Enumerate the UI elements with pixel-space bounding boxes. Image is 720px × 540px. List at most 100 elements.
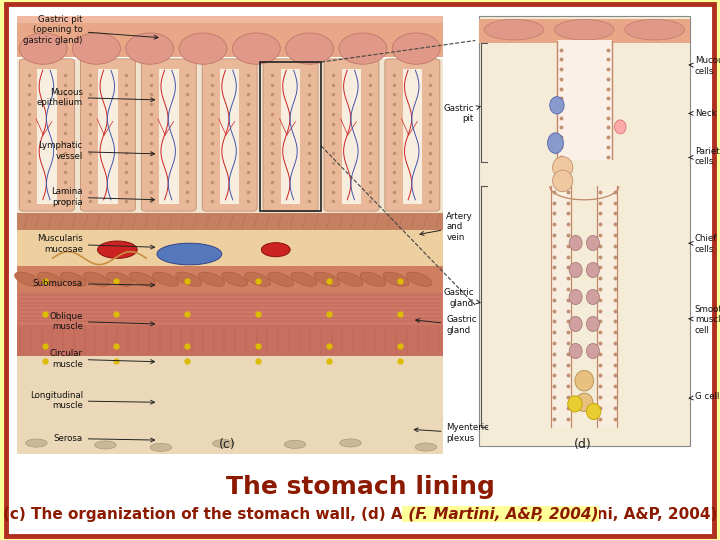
Ellipse shape <box>569 262 582 278</box>
Ellipse shape <box>339 33 387 64</box>
Text: Lymphatic
vessel: Lymphatic vessel <box>39 141 155 161</box>
Ellipse shape <box>392 33 440 64</box>
Text: Mucous
epithelium: Mucous epithelium <box>37 87 155 107</box>
Bar <box>281 69 300 204</box>
Ellipse shape <box>615 120 626 134</box>
Ellipse shape <box>625 19 685 40</box>
Text: (F. Martini, A&P, 2004): (F. Martini, A&P, 2004) <box>402 507 598 522</box>
Ellipse shape <box>60 272 86 286</box>
Text: Gastric pit
(opening to
gastric gland): Gastric pit (opening to gastric gland) <box>24 15 158 45</box>
Ellipse shape <box>586 262 599 278</box>
Ellipse shape <box>550 97 564 114</box>
Ellipse shape <box>575 370 593 391</box>
Ellipse shape <box>37 272 63 286</box>
Ellipse shape <box>233 33 280 64</box>
FancyBboxPatch shape <box>141 59 197 211</box>
Text: Longitudinal
muscle: Longitudinal muscle <box>30 391 155 410</box>
Ellipse shape <box>340 439 361 447</box>
Bar <box>598 186 618 427</box>
Bar <box>98 69 117 204</box>
Text: Gastric
gland: Gastric gland <box>444 288 480 308</box>
FancyBboxPatch shape <box>19 59 74 211</box>
Bar <box>37 69 57 204</box>
Bar <box>402 69 422 204</box>
Ellipse shape <box>547 133 563 153</box>
Text: Mucous
cells: Mucous cells <box>689 56 720 76</box>
Bar <box>260 62 321 211</box>
Bar <box>17 16 443 57</box>
Text: Parietal
cells: Parietal cells <box>689 147 720 166</box>
FancyBboxPatch shape <box>324 59 379 211</box>
Text: Serosa: Serosa <box>54 434 155 443</box>
Ellipse shape <box>286 33 333 64</box>
Ellipse shape <box>130 272 156 286</box>
Bar <box>557 40 612 160</box>
Bar <box>220 69 240 204</box>
Bar <box>17 266 443 292</box>
Ellipse shape <box>98 241 137 258</box>
Ellipse shape <box>337 272 363 286</box>
Ellipse shape <box>222 272 248 286</box>
Ellipse shape <box>586 403 601 420</box>
Ellipse shape <box>291 272 317 286</box>
Text: (c): (c) <box>218 438 235 451</box>
Ellipse shape <box>14 272 40 286</box>
Text: Gastric
gland: Gastric gland <box>415 315 477 335</box>
Ellipse shape <box>126 33 174 64</box>
Text: Artery
and
vein: Artery and vein <box>420 212 473 242</box>
Ellipse shape <box>261 242 290 256</box>
Bar <box>479 16 690 445</box>
Ellipse shape <box>199 272 225 286</box>
Ellipse shape <box>179 33 227 64</box>
Bar <box>17 230 443 266</box>
Text: Gastric
pit: Gastric pit <box>444 104 480 123</box>
Ellipse shape <box>415 443 437 451</box>
Bar <box>17 356 443 454</box>
Ellipse shape <box>314 272 340 286</box>
Ellipse shape <box>383 272 409 286</box>
Ellipse shape <box>107 272 132 286</box>
Ellipse shape <box>360 272 386 286</box>
Text: Circular
muscle: Circular muscle <box>50 349 155 369</box>
Ellipse shape <box>94 441 116 449</box>
Ellipse shape <box>284 440 306 448</box>
Bar <box>17 292 443 325</box>
Bar <box>17 325 443 356</box>
Bar <box>17 16 443 23</box>
Ellipse shape <box>569 235 582 251</box>
Text: G cell: G cell <box>689 393 719 401</box>
Text: (d): (d) <box>575 438 592 451</box>
Ellipse shape <box>569 316 582 332</box>
Ellipse shape <box>406 272 432 286</box>
Text: Neck: Neck <box>689 109 716 118</box>
Text: Chief
cells: Chief cells <box>689 234 717 254</box>
Text: The stomach lining: The stomach lining <box>225 475 495 499</box>
Ellipse shape <box>586 316 599 332</box>
Ellipse shape <box>73 33 120 64</box>
Ellipse shape <box>157 243 222 265</box>
FancyBboxPatch shape <box>202 59 257 211</box>
Ellipse shape <box>567 396 582 412</box>
Ellipse shape <box>25 439 47 447</box>
Ellipse shape <box>569 343 582 359</box>
Ellipse shape <box>569 289 582 305</box>
Ellipse shape <box>484 19 544 40</box>
Ellipse shape <box>586 343 599 359</box>
Ellipse shape <box>576 393 593 411</box>
Bar <box>342 69 361 204</box>
Ellipse shape <box>552 170 573 192</box>
Text: Submucosa: Submucosa <box>32 279 155 288</box>
Bar <box>17 213 443 230</box>
Ellipse shape <box>586 289 599 305</box>
Bar <box>13 14 702 456</box>
Ellipse shape <box>245 272 271 286</box>
Bar <box>552 186 572 427</box>
Ellipse shape <box>554 19 614 40</box>
Ellipse shape <box>84 272 109 286</box>
Text: Oblique
muscle: Oblique muscle <box>50 312 155 331</box>
Ellipse shape <box>150 443 171 451</box>
Text: Smooth
muscle
cell: Smooth muscle cell <box>689 305 720 335</box>
Text: Myenteric
plexus: Myenteric plexus <box>414 423 490 443</box>
FancyBboxPatch shape <box>385 59 440 211</box>
FancyBboxPatch shape <box>81 59 135 211</box>
